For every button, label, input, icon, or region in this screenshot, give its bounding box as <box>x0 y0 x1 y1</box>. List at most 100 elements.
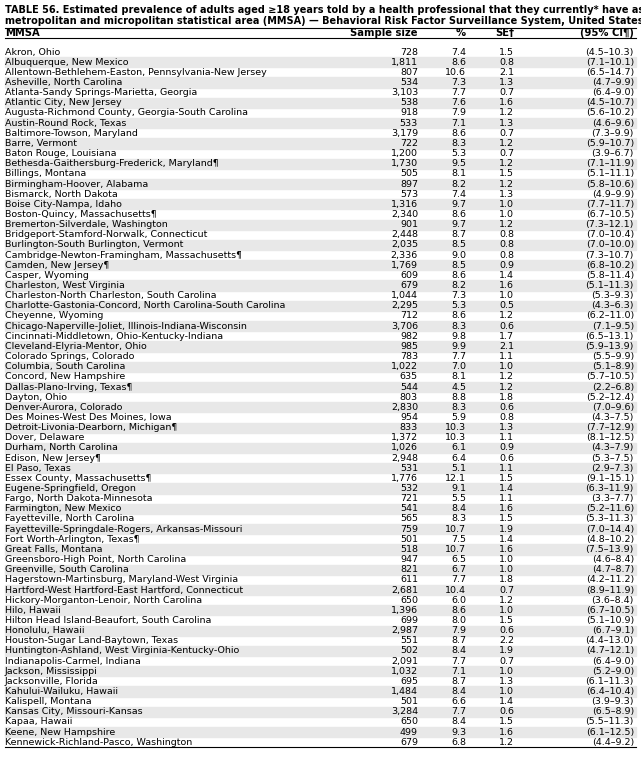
Text: 4.5: 4.5 <box>451 383 466 392</box>
Text: Bremerton-Silverdale, Washington: Bremerton-Silverdale, Washington <box>5 220 168 229</box>
Text: Atlanta-Sandy Springs-Marietta, Georgia: Atlanta-Sandy Springs-Marietta, Georgia <box>5 88 197 97</box>
Text: MMSA: MMSA <box>5 28 40 38</box>
Text: Dayton, Ohio: Dayton, Ohio <box>5 392 67 402</box>
Text: (6.4–10.4): (6.4–10.4) <box>586 687 634 696</box>
Text: 3,706: 3,706 <box>391 322 418 331</box>
Text: 9.8: 9.8 <box>451 332 466 341</box>
Text: 8.6: 8.6 <box>451 210 466 219</box>
Text: 759: 759 <box>400 524 418 534</box>
Text: 3,103: 3,103 <box>391 88 418 97</box>
Text: 0.6: 0.6 <box>499 403 514 412</box>
Text: 1.0: 1.0 <box>499 210 514 219</box>
Text: (5.2–9.0): (5.2–9.0) <box>592 666 634 676</box>
Text: (5.1–11.1): (5.1–11.1) <box>586 169 634 178</box>
Text: 0.8: 0.8 <box>499 230 514 239</box>
Text: Boise City-Nampa, Idaho: Boise City-Nampa, Idaho <box>5 200 122 209</box>
Text: 1.9: 1.9 <box>499 524 514 534</box>
Text: 1,022: 1,022 <box>391 362 418 371</box>
Text: 9.0: 9.0 <box>451 250 466 260</box>
Text: 2,681: 2,681 <box>391 585 418 594</box>
Text: (5.8–11.4): (5.8–11.4) <box>586 271 634 280</box>
Text: Eugene-Springfield, Oregon: Eugene-Springfield, Oregon <box>5 484 136 493</box>
Text: 679: 679 <box>400 738 418 747</box>
Text: SE†: SE† <box>495 28 514 38</box>
Text: (6.5–13.1): (6.5–13.1) <box>586 332 634 341</box>
Text: Kansas City, Missouri-Kansas: Kansas City, Missouri-Kansas <box>5 707 143 716</box>
Text: 1.6: 1.6 <box>499 728 514 737</box>
Text: 2,987: 2,987 <box>391 626 418 635</box>
Bar <box>5 463 636 474</box>
Text: 1.4: 1.4 <box>499 698 514 706</box>
Text: (3.6–8.4): (3.6–8.4) <box>592 596 634 605</box>
Text: 6.0: 6.0 <box>451 596 466 605</box>
Text: 1,730: 1,730 <box>391 159 418 168</box>
Text: (7.3–9.9): (7.3–9.9) <box>592 129 634 138</box>
Text: 0.8: 0.8 <box>499 241 514 250</box>
Text: 7.5: 7.5 <box>451 535 466 543</box>
Text: Chicago-Naperville-Joliet, Illinois-Indiana-Wisconsin: Chicago-Naperville-Joliet, Illinois-Indi… <box>5 322 247 331</box>
Text: 8.6: 8.6 <box>451 606 466 615</box>
Text: 7.7: 7.7 <box>451 575 466 584</box>
Text: 10.4: 10.4 <box>445 585 466 594</box>
Text: Cheyenne, Wyoming: Cheyenne, Wyoming <box>5 311 103 320</box>
Text: 1.5: 1.5 <box>499 169 514 178</box>
Bar <box>5 524 636 534</box>
Text: 7.3: 7.3 <box>451 78 466 87</box>
Text: 1.1: 1.1 <box>499 464 514 473</box>
Text: 833: 833 <box>400 423 418 432</box>
Text: (4.3–6.3): (4.3–6.3) <box>592 301 634 310</box>
Bar <box>5 98 636 108</box>
Text: 502: 502 <box>400 647 418 656</box>
Text: 1.2: 1.2 <box>499 311 514 320</box>
Text: 533: 533 <box>400 118 418 128</box>
Text: 1.8: 1.8 <box>499 575 514 584</box>
Text: 1.1: 1.1 <box>499 494 514 503</box>
Text: 1,776: 1,776 <box>391 474 418 483</box>
Text: 5.3: 5.3 <box>451 149 466 158</box>
Bar <box>5 219 636 230</box>
Text: (5.6–10.2): (5.6–10.2) <box>586 109 634 118</box>
Text: 1.2: 1.2 <box>499 220 514 229</box>
Text: 1.0: 1.0 <box>499 666 514 676</box>
Text: 635: 635 <box>400 373 418 381</box>
Bar <box>5 402 636 412</box>
Text: 2.1: 2.1 <box>499 342 514 351</box>
Text: 8.3: 8.3 <box>451 139 466 148</box>
Text: (4.7–8.7): (4.7–8.7) <box>592 565 634 575</box>
Text: 1.0: 1.0 <box>499 606 514 615</box>
Text: (7.0–10.0): (7.0–10.0) <box>586 241 634 250</box>
Text: 1,026: 1,026 <box>391 443 418 452</box>
Text: 1.0: 1.0 <box>499 687 514 696</box>
Bar <box>5 727 636 737</box>
Text: 1.2: 1.2 <box>499 373 514 381</box>
Text: 9.9: 9.9 <box>451 342 466 351</box>
Text: 1.2: 1.2 <box>499 596 514 605</box>
Text: 7.7: 7.7 <box>451 88 466 97</box>
Text: 8.6: 8.6 <box>451 129 466 138</box>
Text: 6.7: 6.7 <box>451 565 466 575</box>
Text: 9.7: 9.7 <box>451 200 466 209</box>
Text: El Paso, Texas: El Paso, Texas <box>5 464 71 473</box>
Text: Hilo, Hawaii: Hilo, Hawaii <box>5 606 61 615</box>
Text: 544: 544 <box>400 383 418 392</box>
Text: 2,948: 2,948 <box>391 454 418 462</box>
Text: 2.1: 2.1 <box>499 68 514 77</box>
Text: 1,044: 1,044 <box>391 291 418 300</box>
Text: (7.0–14.4): (7.0–14.4) <box>586 524 634 534</box>
Text: 803: 803 <box>400 392 418 402</box>
Bar <box>5 686 636 697</box>
Text: 7.4: 7.4 <box>451 190 466 199</box>
Bar <box>5 423 636 433</box>
Text: 1.8: 1.8 <box>499 392 514 402</box>
Bar <box>5 382 636 392</box>
Bar <box>5 442 636 453</box>
Text: Greensboro-High Point, North Carolina: Greensboro-High Point, North Carolina <box>5 555 187 564</box>
Text: Burlington-South Burlington, Vermont: Burlington-South Burlington, Vermont <box>5 241 183 250</box>
Text: 0.8: 0.8 <box>499 250 514 260</box>
Text: (6.8–10.2): (6.8–10.2) <box>586 261 634 269</box>
Text: 9.3: 9.3 <box>451 728 466 737</box>
Text: (5.3–7.5): (5.3–7.5) <box>592 454 634 462</box>
Text: Keene, New Hampshire: Keene, New Hampshire <box>5 728 115 737</box>
Text: 1.2: 1.2 <box>499 159 514 168</box>
Text: 807: 807 <box>400 68 418 77</box>
